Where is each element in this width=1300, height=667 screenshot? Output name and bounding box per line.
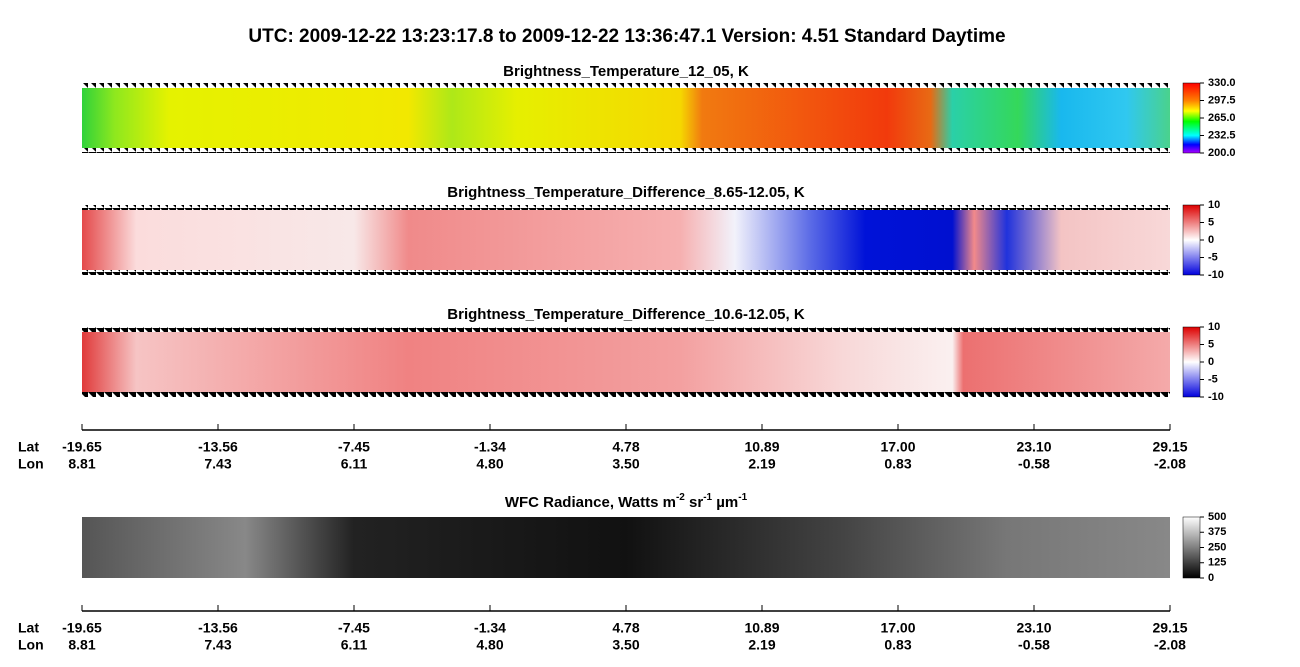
lat-tick-label: 10.89 bbox=[744, 439, 779, 455]
superscript: -1 bbox=[738, 492, 747, 503]
page-title: UTC: 2009-12-22 13:23:17.8 to 2009-12-22… bbox=[248, 26, 1005, 47]
title-part: sr bbox=[685, 494, 704, 511]
image bbox=[82, 83, 1170, 153]
scan-edge bbox=[82, 392, 1170, 397]
colorbar-label: 5 bbox=[1208, 216, 1214, 228]
scan-edge bbox=[82, 148, 1170, 153]
lon-tick-label: -0.58 bbox=[1018, 637, 1050, 653]
lat-tick-label: -7.45 bbox=[338, 620, 370, 636]
lon-tick-label: 0.83 bbox=[884, 637, 911, 653]
lon-tick-label: 6.11 bbox=[341, 637, 368, 653]
lon-tick-label: 3.50 bbox=[612, 456, 639, 472]
lat-tick-label: 17.00 bbox=[880, 620, 915, 636]
lon-tick-label: 4.80 bbox=[476, 637, 503, 653]
panel-title: WFC Radiance, Watts m-2 sr-1 µm-1 bbox=[505, 492, 748, 511]
lon-tick-label: 8.81 bbox=[68, 637, 95, 653]
lat-tick-label: -1.34 bbox=[474, 439, 506, 455]
colorbar bbox=[1182, 82, 1201, 154]
lon-tick-label: 7.43 bbox=[204, 637, 231, 653]
colorbar-label: -5 bbox=[1208, 251, 1218, 263]
image bbox=[82, 205, 1170, 275]
lon-label: Lon bbox=[18, 637, 44, 653]
colorbar-label: 10 bbox=[1208, 321, 1220, 333]
lon-tick-label: 7.43 bbox=[204, 456, 231, 472]
colorbar bbox=[1182, 204, 1201, 276]
title-part: WFC Radiance, Watts m bbox=[505, 494, 676, 511]
colorbar-label: 265.0 bbox=[1208, 112, 1236, 124]
colorbar-label: -10 bbox=[1208, 391, 1224, 403]
lat-tick-label: -13.56 bbox=[198, 439, 238, 455]
scan-edge bbox=[82, 327, 1170, 332]
colorbar-label: 0 bbox=[1208, 356, 1214, 368]
lat-tick-label: 4.78 bbox=[612, 620, 639, 636]
colorbar-label: 232.5 bbox=[1208, 129, 1236, 141]
colorbar bbox=[1182, 326, 1201, 398]
superscript: -2 bbox=[676, 492, 685, 503]
scan-edge bbox=[82, 83, 1170, 88]
scan-edge bbox=[82, 205, 1170, 210]
lat-tick-label: -1.34 bbox=[474, 620, 506, 636]
superscript: -1 bbox=[703, 492, 712, 503]
lon-tick-label: -2.08 bbox=[1154, 456, 1186, 472]
colorbar-label: 297.5 bbox=[1208, 94, 1236, 106]
lat-label: Lat bbox=[18, 439, 39, 455]
colorbar-label: 5 bbox=[1208, 338, 1214, 350]
lon-tick-label: 8.81 bbox=[68, 456, 95, 472]
lat-tick-label: 17.00 bbox=[880, 439, 915, 455]
lat-tick-label: 29.15 bbox=[1152, 439, 1187, 455]
lat-tick-label: -13.56 bbox=[198, 620, 238, 636]
lon-tick-label: -2.08 bbox=[1154, 637, 1186, 653]
lon-tick-label: 2.19 bbox=[748, 456, 775, 472]
colorbar-label: 10 bbox=[1208, 199, 1220, 211]
panel-title: Brightness_Temperature_Difference_10.6-1… bbox=[447, 306, 805, 323]
lat-tick-label: 4.78 bbox=[612, 439, 639, 455]
colorbar-label: 250 bbox=[1208, 541, 1226, 553]
colorbar bbox=[1182, 516, 1201, 579]
lat-tick-label: 10.89 bbox=[744, 620, 779, 636]
lon-tick-label: 3.50 bbox=[612, 637, 639, 653]
colorbar-label: -5 bbox=[1208, 373, 1218, 385]
lat-tick-label: 23.10 bbox=[1016, 439, 1051, 455]
lon-label: Lon bbox=[18, 456, 44, 472]
lat-tick-label: -19.65 bbox=[62, 439, 102, 455]
lon-tick-label: 6.11 bbox=[341, 456, 368, 472]
lat-tick-label: -7.45 bbox=[338, 439, 370, 455]
scan-edge bbox=[82, 270, 1170, 275]
colorbar-label: 125 bbox=[1208, 557, 1226, 569]
lat-tick-label: 29.15 bbox=[1152, 620, 1187, 636]
colorbar-label: 0 bbox=[1208, 572, 1214, 584]
image bbox=[82, 327, 1170, 397]
colorbar-label: 200.0 bbox=[1208, 147, 1236, 159]
lon-tick-label: 0.83 bbox=[884, 456, 911, 472]
lon-tick-label: 2.19 bbox=[748, 637, 775, 653]
lat-tick-label: 23.10 bbox=[1016, 620, 1051, 636]
colorbar-label: -10 bbox=[1208, 269, 1224, 281]
colorbar-label: 500 bbox=[1208, 511, 1226, 523]
colorbar-label: 0 bbox=[1208, 234, 1214, 246]
lon-tick-label: -0.58 bbox=[1018, 456, 1050, 472]
lat-label: Lat bbox=[18, 620, 39, 636]
title-part: µm bbox=[712, 494, 738, 511]
lat-tick-label: -19.65 bbox=[62, 620, 102, 636]
panel-title: Brightness_Temperature_12_05, K bbox=[503, 63, 749, 80]
lon-tick-label: 4.80 bbox=[476, 456, 503, 472]
image bbox=[82, 517, 1170, 578]
colorbar-label: 375 bbox=[1208, 526, 1226, 538]
panel-title: Brightness_Temperature_Difference_8.65-1… bbox=[447, 184, 805, 201]
colorbar-label: 330.0 bbox=[1208, 77, 1236, 89]
